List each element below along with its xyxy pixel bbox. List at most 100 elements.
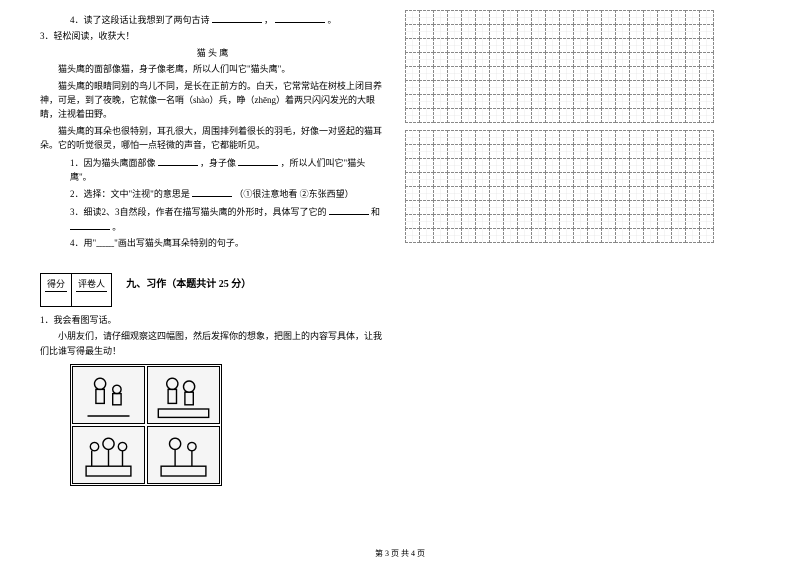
grid-cell[interactable] (615, 66, 630, 81)
grid-cell[interactable] (475, 94, 490, 109)
grid-cell[interactable] (517, 186, 532, 201)
grid-cell[interactable] (685, 228, 700, 243)
grid-cell[interactable] (545, 10, 560, 25)
grid-cell[interactable] (559, 158, 574, 173)
grid-cell[interactable] (447, 94, 462, 109)
grid-cell[interactable] (587, 172, 602, 187)
grid-cell[interactable] (489, 158, 504, 173)
grid-cell[interactable] (657, 66, 672, 81)
grid-cell[interactable] (405, 200, 420, 215)
grid-cell[interactable] (475, 186, 490, 201)
grid-cell[interactable] (405, 186, 420, 201)
grid-cell[interactable] (461, 144, 476, 159)
grid-cell[interactable] (503, 200, 518, 215)
grid-cell[interactable] (699, 130, 714, 145)
grid-cell[interactable] (461, 10, 476, 25)
grid-cell[interactable] (699, 144, 714, 159)
grid-cell[interactable] (559, 214, 574, 229)
grid-cell[interactable] (657, 10, 672, 25)
grid-cell[interactable] (573, 200, 588, 215)
grid-cell[interactable] (587, 10, 602, 25)
grid-cell[interactable] (657, 52, 672, 67)
grid-cell[interactable] (489, 94, 504, 109)
grid-cell[interactable] (517, 52, 532, 67)
grid-cell[interactable] (503, 10, 518, 25)
grid-cell[interactable] (629, 130, 644, 145)
grid-cell[interactable] (601, 130, 616, 145)
grid-cell[interactable] (615, 130, 630, 145)
grid-cell[interactable] (671, 66, 686, 81)
grid-cell[interactable] (643, 52, 658, 67)
grid-cell[interactable] (475, 228, 490, 243)
grid-cell[interactable] (685, 144, 700, 159)
grid-cell[interactable] (615, 214, 630, 229)
grid-cell[interactable] (433, 94, 448, 109)
grid-cell[interactable] (685, 80, 700, 95)
grid-cell[interactable] (489, 24, 504, 39)
grid-cell[interactable] (629, 66, 644, 81)
grid-cell[interactable] (503, 80, 518, 95)
grid-cell[interactable] (587, 38, 602, 53)
grid-cell[interactable] (657, 130, 672, 145)
grid-cell[interactable] (699, 94, 714, 109)
grid-cell[interactable] (587, 108, 602, 123)
score-blank-left[interactable] (45, 292, 67, 304)
grid-cell[interactable] (699, 186, 714, 201)
grid-cell[interactable] (573, 144, 588, 159)
grid-cell[interactable] (531, 108, 546, 123)
grid-cell[interactable] (671, 24, 686, 39)
grid-cell[interactable] (643, 108, 658, 123)
grid-cell[interactable] (503, 108, 518, 123)
grid-cell[interactable] (685, 24, 700, 39)
grid-cell[interactable] (489, 228, 504, 243)
grid-cell[interactable] (419, 24, 434, 39)
grid-cell[interactable] (615, 144, 630, 159)
grid-cell[interactable] (419, 228, 434, 243)
grid-cell[interactable] (433, 38, 448, 53)
grid-cell[interactable] (531, 94, 546, 109)
grid-cell[interactable] (489, 52, 504, 67)
grid-cell[interactable] (545, 108, 560, 123)
grid-cell[interactable] (601, 186, 616, 201)
grid-cell[interactable] (405, 214, 420, 229)
grid-cell[interactable] (685, 10, 700, 25)
grid-cell[interactable] (629, 214, 644, 229)
grid-cell[interactable] (573, 10, 588, 25)
grid-cell[interactable] (643, 186, 658, 201)
grid-cell[interactable] (433, 52, 448, 67)
grid-cell[interactable] (545, 186, 560, 201)
grid-cell[interactable] (671, 158, 686, 173)
grid-cell[interactable] (461, 214, 476, 229)
grid-cell[interactable] (461, 108, 476, 123)
grid-cell[interactable] (559, 66, 574, 81)
grid-cell[interactable] (503, 52, 518, 67)
grid-cell[interactable] (657, 172, 672, 187)
grid-cell[interactable] (671, 214, 686, 229)
grid-cell[interactable] (685, 108, 700, 123)
grid-cell[interactable] (461, 186, 476, 201)
grid-cell[interactable] (587, 66, 602, 81)
grid-cell[interactable] (643, 172, 658, 187)
grid-cell[interactable] (433, 80, 448, 95)
blank-body[interactable] (238, 155, 278, 166)
grid-cell[interactable] (699, 24, 714, 39)
grid-cell[interactable] (601, 214, 616, 229)
grid-cell[interactable] (419, 52, 434, 67)
grid-cell[interactable] (419, 66, 434, 81)
grid-cell[interactable] (615, 108, 630, 123)
grid-cell[interactable] (419, 144, 434, 159)
grid-cell[interactable] (503, 186, 518, 201)
grid-cell[interactable] (531, 10, 546, 25)
grid-cell[interactable] (545, 172, 560, 187)
grid-cell[interactable] (685, 52, 700, 67)
grid-cell[interactable] (419, 158, 434, 173)
grid-cell[interactable] (447, 214, 462, 229)
grid-cell[interactable] (447, 172, 462, 187)
grid-cell[interactable] (629, 38, 644, 53)
grid-cell[interactable] (573, 158, 588, 173)
grid-cell[interactable] (531, 80, 546, 95)
grid-cell[interactable] (475, 214, 490, 229)
grid-cell[interactable] (419, 172, 434, 187)
grid-cell[interactable] (601, 10, 616, 25)
grid-cell[interactable] (503, 228, 518, 243)
